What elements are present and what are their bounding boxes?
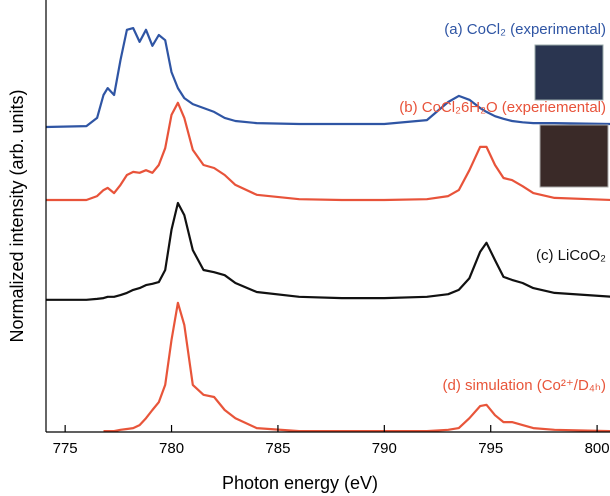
series-label: (d) simulation (Co²⁺/D₄ₕ) <box>443 377 606 394</box>
x-tick-label: 785 <box>265 440 290 457</box>
x-axis-label: Photon energy (eV) <box>222 473 378 493</box>
x-tick-label: 780 <box>159 440 184 457</box>
series-label: (b) CoCl₂6H₂O (experiemental) <box>399 99 606 116</box>
x-tick-label: 800 <box>585 440 610 457</box>
photo-b <box>539 124 609 188</box>
series-label: (c) LiCoO₂ <box>536 247 606 264</box>
photo-a <box>534 44 604 101</box>
spectrum-line <box>46 201 610 301</box>
y-axis-label: Normalized intensity (arb. units) <box>7 89 27 342</box>
series-label: (a) CoCl₂ (experimental) <box>444 21 606 38</box>
plot-area <box>46 27 610 432</box>
x-tick-label: 795 <box>478 440 503 457</box>
spectrum-line <box>103 301 610 432</box>
spectrum-line <box>46 27 610 129</box>
spectrum-line <box>46 101 610 202</box>
x-tick-label: 790 <box>372 440 397 457</box>
x-tick-label: 775 <box>53 440 78 457</box>
